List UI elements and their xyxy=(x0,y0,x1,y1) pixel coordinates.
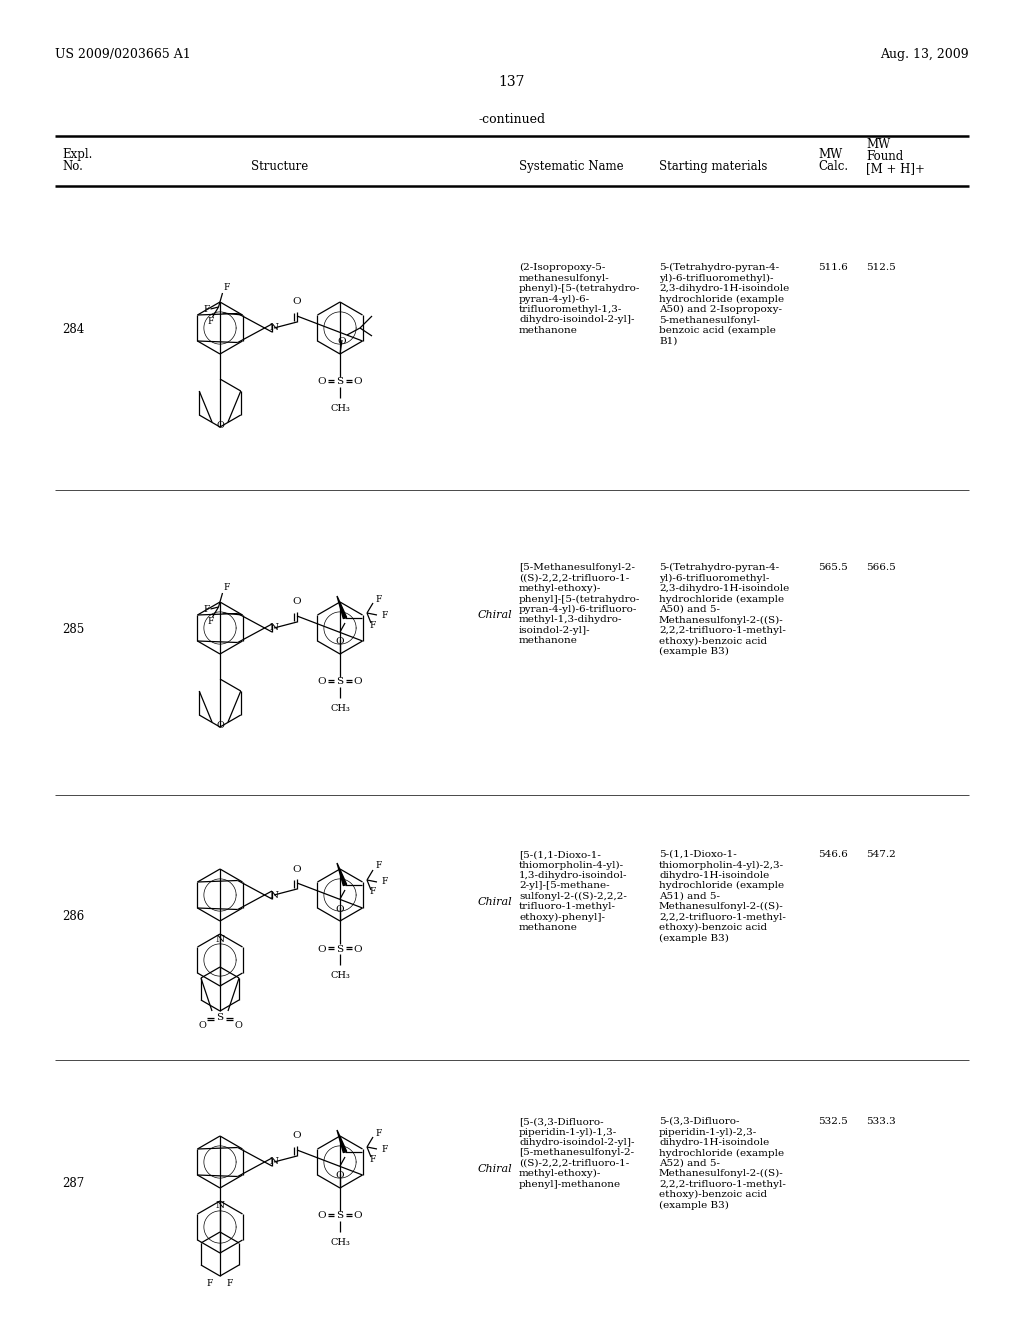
Text: N: N xyxy=(215,935,224,944)
Text: F: F xyxy=(207,317,214,326)
Text: F: F xyxy=(223,282,229,292)
Text: 287: 287 xyxy=(62,1177,84,1191)
Text: O: O xyxy=(353,1212,362,1221)
Text: S: S xyxy=(337,1212,344,1221)
Text: 5-(Tetrahydro-pyran-4-
yl)-6-trifluoromethyl)-
2,3-dihydro-1H-isoindole
hydrochl: 5-(Tetrahydro-pyran-4- yl)-6-trifluorome… xyxy=(659,263,790,346)
Text: Expl.: Expl. xyxy=(62,148,92,161)
Text: 546.6: 546.6 xyxy=(818,850,848,859)
Text: O: O xyxy=(353,945,362,953)
Text: CH₃: CH₃ xyxy=(330,704,350,713)
Text: O: O xyxy=(353,677,362,686)
Text: O: O xyxy=(317,945,327,953)
Text: No.: No. xyxy=(62,160,83,173)
Text: O: O xyxy=(234,1020,242,1030)
Text: 512.5: 512.5 xyxy=(866,263,896,272)
Text: N: N xyxy=(269,1158,279,1167)
Text: Aug. 13, 2009: Aug. 13, 2009 xyxy=(881,48,969,61)
Text: [5-(3,3-Difluoro-
piperidin-1-yl)-1,3-
dihydro-isoindol-2-yl]-
[5-methanesulfony: [5-(3,3-Difluoro- piperidin-1-yl)-1,3- d… xyxy=(519,1117,635,1189)
Text: F: F xyxy=(375,1129,381,1138)
Text: Structure: Structure xyxy=(251,160,308,173)
Text: CH₃: CH₃ xyxy=(330,404,350,413)
Polygon shape xyxy=(337,597,347,619)
Text: S: S xyxy=(337,378,344,387)
Text: Chiral: Chiral xyxy=(478,898,513,907)
Text: Chiral: Chiral xyxy=(478,610,513,620)
Text: CH₃: CH₃ xyxy=(330,1238,350,1247)
Text: F: F xyxy=(375,862,381,870)
Text: O: O xyxy=(317,378,327,387)
Text: F: F xyxy=(381,1144,387,1154)
Text: F: F xyxy=(226,1279,233,1288)
Text: (2-Isopropoxy-5-
methanesulfonyl-
phenyl)-[5-(tetrahydro-
pyran-4-yl)-6-
trifluo: (2-Isopropoxy-5- methanesulfonyl- phenyl… xyxy=(519,263,640,335)
Text: N: N xyxy=(269,323,279,333)
Text: CH₃: CH₃ xyxy=(330,972,350,979)
Text: 137: 137 xyxy=(499,75,525,88)
Text: N: N xyxy=(215,1201,224,1210)
Text: 5-(Tetrahydro-pyran-4-
yl)-6-trifluoromethyl-
2,3-dihydro-1H-isoindole
hydrochlo: 5-(Tetrahydro-pyran-4- yl)-6-trifluorome… xyxy=(659,564,790,656)
Text: S: S xyxy=(216,1014,223,1023)
Text: O: O xyxy=(317,1212,327,1221)
Text: Chiral: Chiral xyxy=(478,1164,513,1173)
Text: F: F xyxy=(223,582,229,591)
Text: O: O xyxy=(317,677,327,686)
Text: 284: 284 xyxy=(62,323,84,337)
Text: Calc.: Calc. xyxy=(818,160,848,173)
Text: F: F xyxy=(381,878,387,887)
Text: F: F xyxy=(207,616,214,626)
Text: [5-(1,1-Dioxo-1-
thiomorpholin-4-yl)-
1,3-dihydro-isoindol-
2-yl]-[5-methane-
su: [5-(1,1-Dioxo-1- thiomorpholin-4-yl)- 1,… xyxy=(519,850,628,932)
Text: O: O xyxy=(336,638,344,647)
Text: F: F xyxy=(369,887,376,896)
Text: -continued: -continued xyxy=(478,114,546,125)
Text: [M + H]+: [M + H]+ xyxy=(866,162,925,176)
Polygon shape xyxy=(337,1130,347,1152)
Text: 5-(1,1-Dioxo-1-
thiomorpholin-4-yl)-2,3-
dihydro-1H-isoindole
hydrochloride (exa: 5-(1,1-Dioxo-1- thiomorpholin-4-yl)-2,3-… xyxy=(659,850,785,942)
Text: F: F xyxy=(369,620,376,630)
Text: O: O xyxy=(216,421,224,429)
Text: 286: 286 xyxy=(62,909,84,923)
Text: N: N xyxy=(269,623,279,632)
Text: O: O xyxy=(293,1131,301,1140)
Polygon shape xyxy=(337,863,347,886)
Text: O: O xyxy=(336,1172,344,1180)
Text: F: F xyxy=(381,610,387,619)
Text: O: O xyxy=(293,297,301,306)
Text: 285: 285 xyxy=(62,623,84,636)
Text: 533.3: 533.3 xyxy=(866,1117,896,1126)
Text: Starting materials: Starting materials xyxy=(659,160,767,173)
Text: 566.5: 566.5 xyxy=(866,564,896,572)
Text: Found: Found xyxy=(866,150,903,162)
Text: US 2009/0203665 A1: US 2009/0203665 A1 xyxy=(55,48,190,61)
Text: F: F xyxy=(369,1155,376,1163)
Text: S: S xyxy=(337,677,344,686)
Text: F: F xyxy=(375,594,381,603)
Text: 532.5: 532.5 xyxy=(818,1117,848,1126)
Text: O: O xyxy=(198,1020,206,1030)
Text: Systematic Name: Systematic Name xyxy=(519,160,624,173)
Text: F: F xyxy=(204,305,210,314)
Text: S: S xyxy=(337,945,344,953)
Text: 511.6: 511.6 xyxy=(818,263,848,272)
Text: O: O xyxy=(336,904,344,913)
Text: O: O xyxy=(353,378,362,387)
Text: 565.5: 565.5 xyxy=(818,564,848,572)
Text: [5-Methanesulfonyl-2-
((S)-2,2,2-trifluoro-1-
methyl-ethoxy)-
phenyl]-[5-(tetrah: [5-Methanesulfonyl-2- ((S)-2,2,2-trifluo… xyxy=(519,564,640,645)
Text: 5-(3,3-Difluoro-
piperidin-1-yl)-2,3-
dihydro-1H-isoindole
hydrochloride (exampl: 5-(3,3-Difluoro- piperidin-1-yl)-2,3- di… xyxy=(659,1117,785,1210)
Text: MW: MW xyxy=(818,148,843,161)
Text: 547.2: 547.2 xyxy=(866,850,896,859)
Text: O: O xyxy=(293,865,301,874)
Text: O: O xyxy=(216,721,224,730)
Text: MW: MW xyxy=(866,139,890,150)
Text: F: F xyxy=(207,1279,213,1288)
Text: O: O xyxy=(338,338,346,346)
Text: N: N xyxy=(269,891,279,899)
Text: F: F xyxy=(204,605,210,614)
Text: O: O xyxy=(293,598,301,606)
